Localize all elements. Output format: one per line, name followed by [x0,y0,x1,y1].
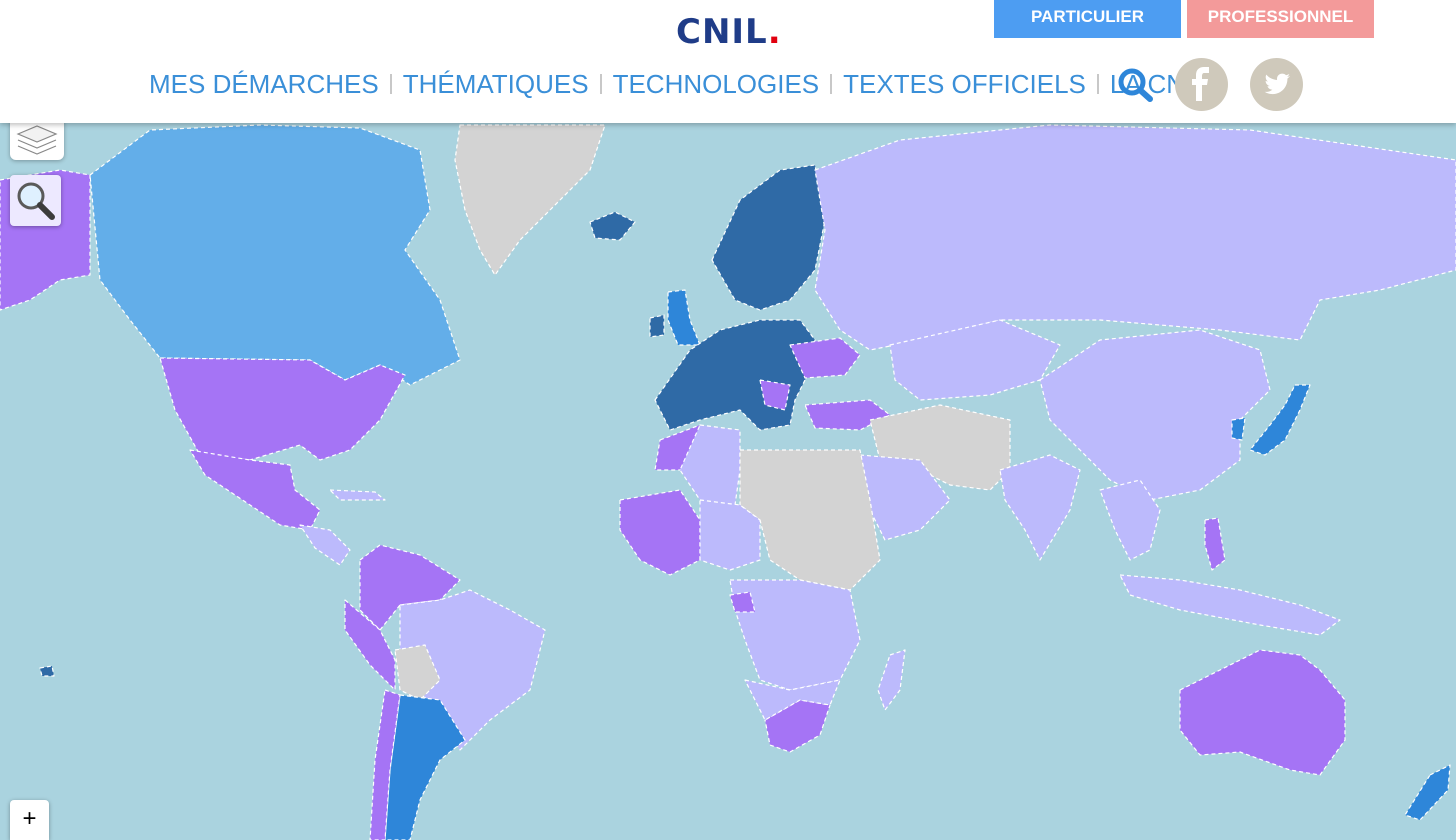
twitter-icon[interactable] [1250,58,1303,111]
particulier-button[interactable]: PARTICULIER [994,0,1181,38]
nav-mes-demarches[interactable]: MES DÉMARCHES [149,68,379,99]
country-ukraine[interactable] [789,337,861,379]
country-iceland[interactable] [589,211,636,241]
country-indonesia[interactable] [1119,574,1341,636]
country-korea[interactable] [1231,417,1246,441]
country-bolivia[interactable] [394,644,441,701]
country-scandinavia[interactable] [711,164,826,311]
country-argentina[interactable] [384,694,466,840]
country-canada[interactable] [89,124,461,386]
country-india[interactable] [999,454,1081,561]
country-central-asia[interactable] [889,319,1061,401]
country-uk[interactable] [667,289,701,346]
country-madagascar[interactable] [877,649,906,711]
nav-textes-officiels[interactable]: TEXTES OFFICIELS [843,68,1086,99]
zoom-in-button[interactable]: + [10,800,49,840]
country-usa[interactable] [159,357,406,461]
country-central-africa[interactable] [729,579,861,691]
cnil-logo[interactable]: CNIL. [676,12,782,52]
professionnel-button[interactable]: PROFESSIONNEL [1187,0,1374,38]
country-mexico[interactable] [189,449,321,531]
country-chile[interactable] [369,689,401,840]
country-west-africa[interactable] [619,489,701,576]
country-greenland[interactable] [454,124,606,276]
layers-icon[interactable] [10,120,64,160]
country-sahel[interactable] [699,499,761,571]
country-cuba[interactable] [329,489,386,501]
country-peru[interactable] [344,599,396,691]
country-gabon[interactable] [729,591,756,613]
country-central-america[interactable] [299,524,351,566]
country-new-zealand[interactable] [1404,764,1451,821]
country-philippines[interactable] [1204,517,1226,571]
nav-separator [389,74,392,94]
world-map[interactable] [0,123,1456,840]
country-japan[interactable] [1249,384,1311,456]
country-falklands[interactable] [39,665,55,677]
magnifier-icon[interactable] [10,175,61,226]
nav-separator [599,74,602,94]
nav-thematiques[interactable]: THÉMATIQUES [402,68,589,99]
country-balkans[interactable] [759,379,791,411]
country-ireland[interactable] [649,314,665,338]
facebook-icon[interactable] [1175,58,1228,111]
country-australia[interactable] [1179,649,1346,776]
country-south-africa[interactable] [764,699,831,753]
site-header: CNIL. PARTICULIER PROFESSIONNEL MES DÉMA… [0,0,1456,123]
nav-separator [830,74,833,94]
nav-separator [1096,74,1099,94]
country-russia[interactable] [814,124,1456,351]
country-southern-africa[interactable] [744,679,841,721]
country-china[interactable] [1039,329,1271,501]
logo-text: CNIL [676,12,768,52]
logo-dot: . [767,12,782,52]
search-icon[interactable] [1116,66,1156,102]
country-arabia[interactable] [859,454,951,541]
country-southeast-asia[interactable] [1099,479,1161,561]
nav-technologies[interactable]: TECHNOLOGIES [612,68,820,99]
main-nav: MES DÉMARCHES THÉMATIQUES TECHNOLOGIES T… [149,64,1231,104]
